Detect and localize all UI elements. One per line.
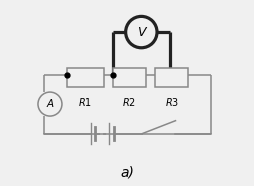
Text: $R2$: $R2$ — [122, 96, 136, 108]
Bar — [155, 68, 188, 86]
Circle shape — [125, 16, 156, 48]
Text: A: A — [46, 99, 53, 109]
Circle shape — [38, 92, 62, 116]
Bar — [112, 68, 145, 86]
Text: V: V — [137, 26, 145, 39]
Bar — [66, 68, 103, 86]
Text: $R1$: $R1$ — [78, 96, 92, 108]
Text: $R3$: $R3$ — [164, 96, 178, 108]
Text: a): a) — [120, 166, 134, 180]
